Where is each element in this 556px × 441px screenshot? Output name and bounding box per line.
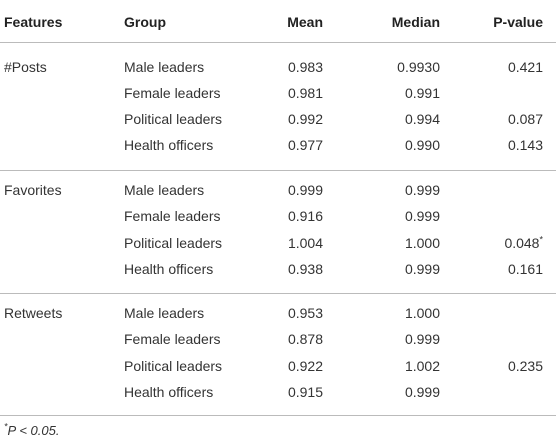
median-cell: 0.9930 xyxy=(397,59,440,75)
group-cell: Health officers xyxy=(124,137,214,153)
footnote-text: P < 0.05. xyxy=(7,423,60,438)
p-value-text: 0.421 xyxy=(507,59,543,75)
group-cell: Female leaders xyxy=(124,208,221,224)
median-cell: 1.000 xyxy=(404,305,440,321)
feature-label: Favorites xyxy=(4,182,62,198)
median-cell: 0.994 xyxy=(404,111,440,127)
mean-cell: 0.981 xyxy=(287,85,323,101)
median-cell: 1.000 xyxy=(404,235,440,251)
mean-cell: 0.915 xyxy=(287,384,323,400)
group-cell: Male leaders xyxy=(124,59,205,75)
mean-cell: 0.983 xyxy=(287,59,323,75)
column-header: Mean xyxy=(287,14,323,30)
median-cell: 0.999 xyxy=(404,331,440,347)
p-value-cell: 0.161 xyxy=(508,260,543,278)
mean-cell: 0.953 xyxy=(287,305,323,321)
column-header: Group xyxy=(124,14,166,30)
p-value-text: 0.087 xyxy=(507,111,543,127)
mean-cell: 0.977 xyxy=(287,137,323,153)
mean-cell: 0.922 xyxy=(287,358,323,374)
p-value-text: 0.235 xyxy=(507,358,543,374)
group-cell: Political leaders xyxy=(124,111,223,127)
mean-cell: 0.878 xyxy=(287,331,323,347)
p-value-cell: 0.421 xyxy=(508,58,543,76)
median-cell: 0.990 xyxy=(404,137,440,153)
mean-cell: 0.992 xyxy=(287,111,323,127)
footnote-mark: * xyxy=(4,421,8,432)
median-cell: 0.999 xyxy=(404,261,440,277)
median-cell: 0.999 xyxy=(404,182,440,198)
column-header: P-value xyxy=(493,14,543,30)
median-cell: 1.002 xyxy=(404,358,440,374)
median-cell: 0.991 xyxy=(404,85,440,101)
group-cell: Male leaders xyxy=(124,305,205,321)
group-cell: Female leaders xyxy=(124,331,221,347)
p-value-cell: 0.048* xyxy=(504,234,543,252)
median-cell: 0.999 xyxy=(404,208,440,224)
mean-cell: 0.916 xyxy=(287,208,323,224)
section-rule xyxy=(0,293,556,294)
mean-cell: 1.004 xyxy=(287,235,323,251)
footnote: *P < 0.05. xyxy=(4,421,60,438)
p-value-note: * xyxy=(539,234,543,245)
group-cell: Political leaders xyxy=(124,235,223,251)
mean-cell: 0.938 xyxy=(287,261,323,277)
column-header: Features xyxy=(4,14,63,30)
p-value-text: 0.143 xyxy=(507,137,543,153)
group-cell: Health officers xyxy=(124,261,214,277)
group-cell: Political leaders xyxy=(124,358,223,374)
section-rule xyxy=(0,415,556,416)
feature-label: #Posts xyxy=(4,59,47,75)
group-cell: Male leaders xyxy=(124,182,205,198)
p-value-text: 0.161 xyxy=(507,261,543,277)
mean-cell: 0.999 xyxy=(287,182,323,198)
group-cell: Female leaders xyxy=(124,85,221,101)
column-header: Median xyxy=(391,14,440,30)
group-cell: Health officers xyxy=(124,384,214,400)
p-value-cell: 0.143 xyxy=(508,136,543,154)
p-value-cell: 0.087 xyxy=(508,110,543,128)
section-rule xyxy=(0,170,556,171)
p-value-cell: 0.235 xyxy=(508,357,543,375)
feature-label: Retweets xyxy=(4,305,63,321)
header-rule xyxy=(0,42,556,43)
p-value-text: 0.048 xyxy=(504,235,540,251)
median-cell: 0.999 xyxy=(404,384,440,400)
